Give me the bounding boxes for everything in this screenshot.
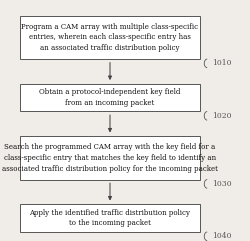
Text: 1010: 1010 (212, 59, 231, 67)
Text: Program a CAM array with multiple class-specific
entries, wherein each class-spe: Program a CAM array with multiple class-… (22, 23, 199, 52)
FancyBboxPatch shape (20, 16, 200, 59)
Text: Obtain a protocol-independent key field
from an incoming packet: Obtain a protocol-independent key field … (39, 88, 181, 107)
Text: 1040: 1040 (212, 232, 231, 240)
FancyBboxPatch shape (20, 136, 200, 180)
Text: 1020: 1020 (212, 112, 231, 120)
Text: Search the programmed CAM array with the key field for a
class-specific entry th: Search the programmed CAM array with the… (2, 143, 218, 173)
FancyBboxPatch shape (20, 84, 200, 111)
Text: 1030: 1030 (212, 180, 232, 188)
FancyBboxPatch shape (20, 204, 200, 232)
Text: Apply the identified traffic distribution policy
to the incoming packet: Apply the identified traffic distributio… (30, 209, 190, 228)
